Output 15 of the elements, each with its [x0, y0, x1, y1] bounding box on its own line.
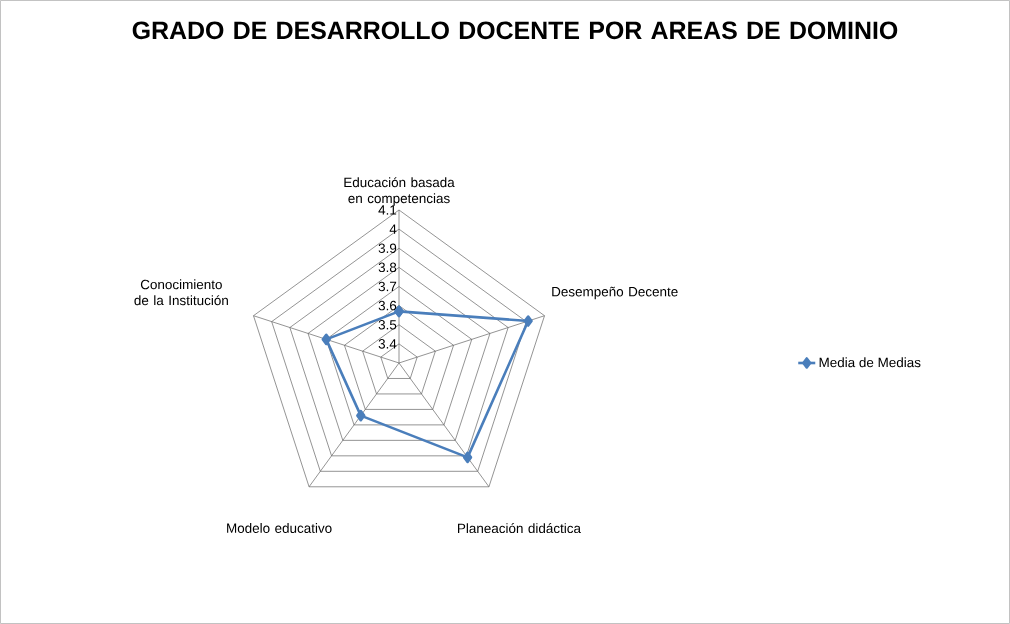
- y-tick-label: 4.1: [378, 205, 397, 215]
- spoke-label: Modelo educativo: [227, 523, 332, 533]
- chart-title: GRADO DE DESARROLLO DOCENTE POR AREAS DE DOMINIO: [132, 21, 898, 40]
- spoke-label: Desempeño Decente: [552, 286, 678, 300]
- spoke-label: Conocimiento de la Institución: [134, 279, 228, 306]
- y-tick-label: 3.4: [378, 339, 397, 349]
- y-tick-label: 3.6: [378, 300, 397, 311]
- y-tick-label: 3.5: [378, 319, 397, 330]
- spoke-label: Planeación didáctica: [458, 523, 581, 534]
- spoke-label: Educación basada en competencias: [344, 177, 455, 206]
- y-tick-label: 3.9: [378, 243, 397, 253]
- y-tick-label: 3.7: [378, 281, 397, 292]
- legend-label: Media de Medias: [819, 357, 921, 368]
- y-tick-label: 3.8: [378, 262, 397, 273]
- y-tick-label: 4: [389, 224, 397, 234]
